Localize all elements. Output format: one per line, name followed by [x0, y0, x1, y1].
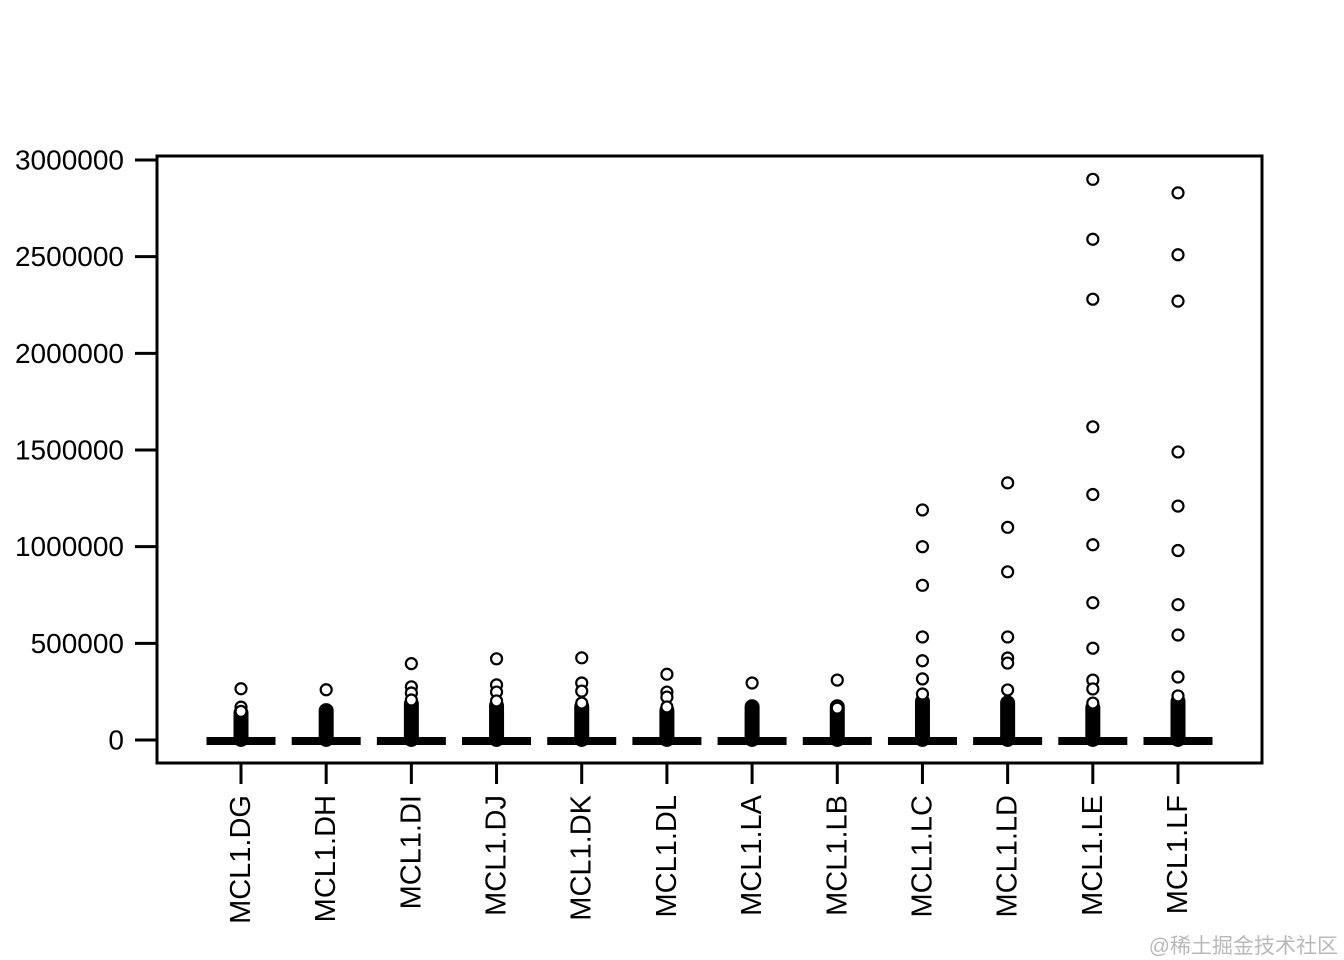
outlier-point	[745, 676, 759, 690]
outlier-point	[1171, 445, 1185, 459]
box-median-bar	[547, 737, 617, 745]
outlier-cluster	[318, 703, 334, 747]
outlier-point	[830, 673, 844, 687]
x-category-label: MCL1.LC	[906, 795, 938, 918]
outlier-point	[1086, 538, 1100, 552]
box-median-bar	[376, 737, 446, 745]
outlier-point	[1171, 294, 1185, 308]
outlier-point	[489, 694, 504, 708]
outlier-point	[1001, 476, 1015, 490]
watermark: @稀土掘金技术社区	[1148, 935, 1338, 958]
outlier-point	[234, 682, 248, 696]
outlier-cluster	[914, 693, 930, 747]
outlier-point	[1171, 598, 1185, 612]
outlier-point	[1171, 670, 1185, 684]
outlier-point	[489, 652, 504, 666]
outlier-cluster	[489, 698, 505, 747]
outlier-point	[1171, 248, 1185, 262]
x-category-label: MCL1.LB	[821, 795, 853, 916]
outlier-point	[1086, 420, 1100, 434]
outlier-cluster	[574, 699, 590, 747]
outlier-point	[915, 540, 930, 554]
outlier-point	[404, 693, 418, 707]
outlier-point	[915, 503, 930, 517]
outlier-point	[1086, 596, 1100, 610]
outlier-point	[1171, 543, 1185, 558]
outlier-cluster	[403, 696, 419, 747]
outlier-point	[1086, 696, 1100, 710]
outlier-point	[1171, 186, 1185, 200]
outlier-cluster	[1000, 695, 1016, 747]
outlier-point	[1171, 499, 1185, 513]
outlier-point	[1086, 641, 1100, 655]
box-median-bar	[632, 737, 702, 745]
outlier-point	[915, 578, 930, 592]
y-tick-label: 500000	[31, 628, 124, 659]
y-tick-label: 0	[108, 725, 124, 756]
outlier-point	[1086, 292, 1100, 306]
y-tick-label: 1000000	[15, 531, 124, 562]
outlier-point	[234, 704, 248, 718]
outlier-point	[660, 667, 674, 681]
outlier-point	[1001, 565, 1015, 579]
y-tick-label: 1500000	[15, 435, 124, 466]
outlier-point	[660, 700, 674, 714]
x-category-label: MCL1.LE	[1077, 795, 1109, 916]
outlier-point	[575, 651, 589, 665]
outlier-cluster	[659, 703, 675, 747]
outlier-point	[1001, 520, 1015, 534]
outlier-point	[830, 701, 844, 715]
outlier-point	[1086, 682, 1100, 696]
box-median-bar	[1058, 737, 1128, 745]
outlier-point	[319, 683, 333, 697]
x-category-label: MCL1.DK	[566, 794, 598, 920]
y-tick-label: 2500000	[15, 241, 124, 272]
box-median-bar	[1143, 737, 1213, 745]
outlier-point	[915, 630, 930, 644]
outlier-cluster	[1085, 700, 1101, 747]
box-median-bar	[887, 737, 957, 745]
x-category-label: MCL1.LF	[1162, 795, 1194, 914]
x-category-label: MCL1.DL	[651, 795, 683, 918]
outlier-point	[1086, 172, 1100, 186]
box-median-bar	[206, 737, 276, 745]
x-category-label: MCL1.DI	[395, 795, 427, 909]
outlier-point	[1086, 487, 1100, 502]
y-tick-label: 3000000	[15, 145, 124, 176]
box-median-bar	[291, 737, 361, 745]
outlier-point	[575, 696, 589, 710]
y-tick-label: 2000000	[15, 338, 124, 369]
box-median-bar	[802, 737, 872, 745]
outlier-point	[1171, 628, 1185, 642]
x-category-label: MCL1.LD	[992, 795, 1024, 918]
outlier-point	[915, 687, 930, 701]
x-category-label: MCL1.DJ	[481, 795, 513, 916]
outlier-point	[915, 654, 930, 668]
outlier-cluster	[1170, 693, 1186, 747]
outlier-point	[404, 657, 418, 671]
box-median-bar	[973, 737, 1043, 745]
box-median-bar	[717, 737, 787, 745]
outlier-point	[575, 684, 589, 698]
outlier-point	[1086, 232, 1100, 246]
x-category-label: MCL1.LA	[736, 794, 768, 916]
outlier-point	[1001, 683, 1015, 697]
outlier-cluster	[744, 699, 760, 747]
box-median-bar	[462, 737, 532, 745]
x-category-label: MCL1.DH	[310, 795, 342, 922]
outlier-point	[1001, 656, 1015, 670]
outlier-point	[1171, 689, 1185, 703]
plot-frame	[155, 154, 1264, 765]
x-category-label: MCL1.DG	[225, 795, 257, 924]
outlier-point	[1001, 630, 1015, 644]
outlier-point	[915, 672, 930, 686]
